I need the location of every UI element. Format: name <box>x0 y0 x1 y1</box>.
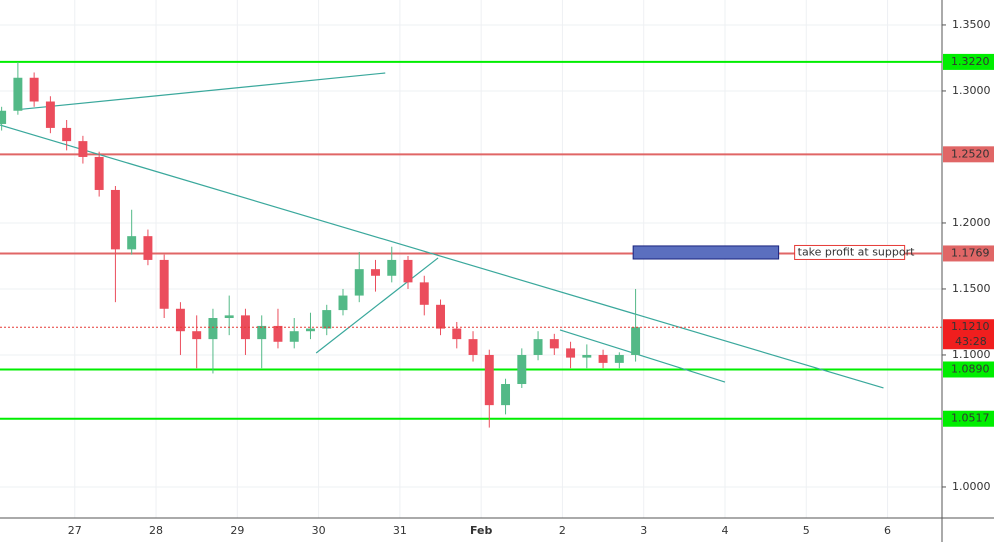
candle-body <box>29 77 39 102</box>
candle-body <box>631 327 641 355</box>
x-tick-label: 2 <box>559 524 566 537</box>
y-tick-label: 1.2000 <box>952 216 991 229</box>
candle-body <box>468 339 478 355</box>
x-tick-label: 28 <box>149 524 163 537</box>
candle-body <box>306 328 315 332</box>
y-tick-label: 1.0000 <box>952 480 991 493</box>
y-tick-label: 1.3000 <box>952 84 991 97</box>
x-tick-label: 29 <box>230 524 244 537</box>
candle-body <box>387 259 397 276</box>
trendline <box>559 329 726 383</box>
x-tick-label: 6 <box>884 524 891 537</box>
candle-body <box>566 348 576 358</box>
candle-body <box>192 331 202 340</box>
candle-body <box>501 384 511 406</box>
candle-body <box>257 325 267 340</box>
x-tick-label: 30 <box>312 524 326 537</box>
candle-body <box>127 236 137 250</box>
level-label: 1.1769 <box>951 246 990 259</box>
candle-body <box>289 331 299 342</box>
level-label: 1.0890 <box>951 362 990 375</box>
candle-body <box>62 127 72 142</box>
price-badge <box>943 319 994 350</box>
countdown: 43:28 <box>955 335 987 348</box>
level-label: 1.0517 <box>951 412 990 425</box>
candle-body <box>436 304 445 329</box>
candle-body <box>94 156 104 190</box>
candle-body <box>419 282 429 305</box>
candle-body <box>78 141 88 157</box>
x-tick-label: 31 <box>393 524 407 537</box>
x-tick-label: Feb <box>470 524 493 537</box>
level-label: 1.3220 <box>951 55 990 68</box>
trendline <box>0 124 884 389</box>
candle-body <box>322 310 332 329</box>
level-badge <box>943 53 994 70</box>
candle-body <box>582 354 592 358</box>
candle-body <box>354 269 364 296</box>
candle-body <box>549 339 559 349</box>
candle-body <box>110 189 120 250</box>
y-tick-label: 1.1500 <box>952 282 991 295</box>
candle-body <box>0 110 7 124</box>
level-badge <box>943 146 994 163</box>
y-tick-label: 1.1000 <box>952 348 991 361</box>
candle-body <box>517 354 527 385</box>
candle-body <box>598 354 608 363</box>
x-tick-label: 5 <box>803 524 810 537</box>
candle-body <box>484 354 494 406</box>
candle-body <box>224 315 234 319</box>
candle-body <box>175 308 185 332</box>
x-tick-label: 3 <box>640 524 647 537</box>
level-label: 1.2520 <box>951 147 990 160</box>
x-tick-label: 27 <box>68 524 82 537</box>
candle-body <box>45 101 55 128</box>
level-badge <box>943 245 994 262</box>
trendline <box>315 257 439 354</box>
candle-body <box>159 259 169 309</box>
candle-body <box>371 269 380 276</box>
target-box <box>632 245 780 260</box>
candle-body <box>143 236 153 260</box>
level-badge <box>943 410 994 427</box>
x-tick-label: 4 <box>721 524 728 537</box>
candle-body <box>452 328 462 340</box>
annotation: take profit at support <box>798 245 915 258</box>
candle-body <box>273 325 283 342</box>
candle-body <box>533 339 543 355</box>
candle-body <box>13 77 23 111</box>
candle-body <box>338 295 348 311</box>
y-tick-label: 1.3500 <box>952 18 991 31</box>
candle-body <box>403 259 413 283</box>
annotation-box <box>794 244 906 260</box>
current-price-label: 1.1210 <box>951 320 990 333</box>
trendline <box>14 72 386 111</box>
candle-body <box>208 318 218 340</box>
level-badge <box>943 361 994 378</box>
candle-body <box>614 354 624 363</box>
